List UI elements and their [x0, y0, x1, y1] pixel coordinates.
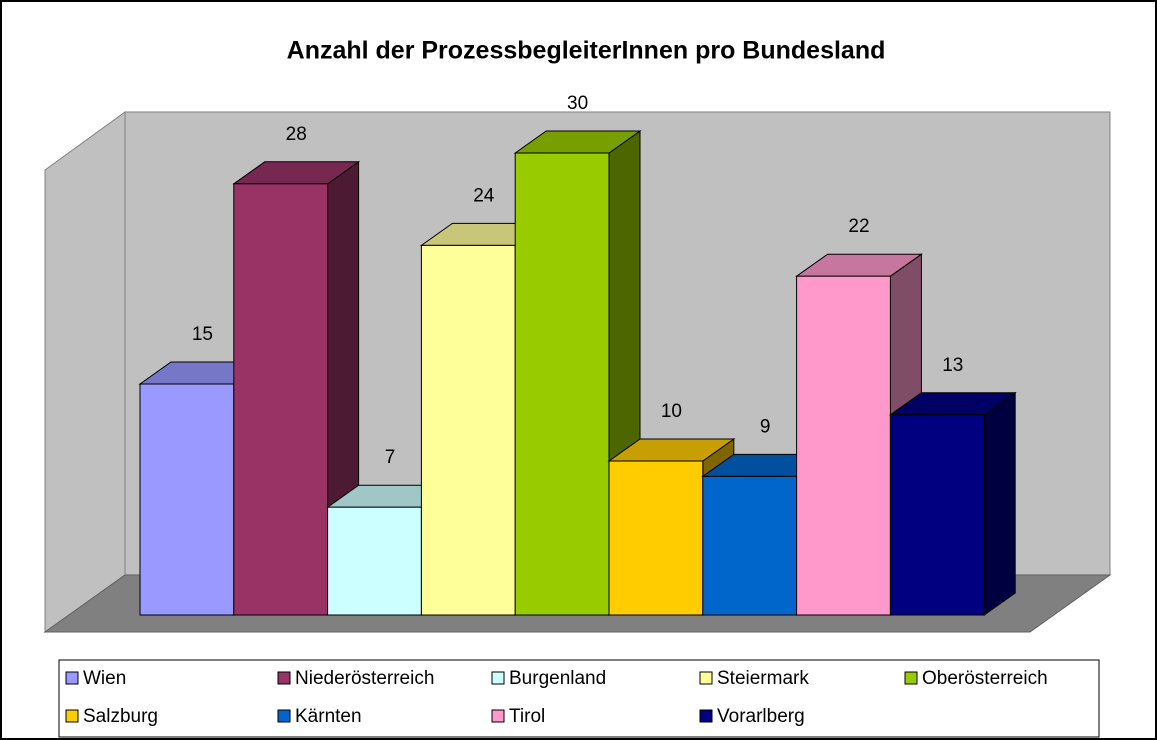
chart-title: Anzahl der ProzessbegleiterInnen pro Bun…	[287, 37, 886, 65]
bar	[139, 383, 235, 616]
legend-label: Niederösterreich	[295, 668, 434, 689]
legend-swatch	[491, 709, 505, 723]
side-wall	[44, 111, 126, 633]
legend-label: Vorarlberg	[717, 706, 805, 727]
legend	[58, 659, 1100, 738]
legend-swatch	[904, 671, 918, 685]
data-label: 15	[192, 324, 213, 345]
legend-label: Steiermark	[717, 668, 809, 689]
data-label: 22	[848, 216, 869, 237]
legend-swatch	[277, 709, 291, 723]
data-label: 10	[661, 401, 682, 422]
data-label: 28	[286, 124, 307, 145]
bar	[702, 475, 798, 616]
legend-label: Burgenland	[509, 668, 606, 689]
legend-swatch	[491, 671, 505, 685]
legend-label: Kärnten	[295, 706, 362, 727]
bar	[327, 506, 422, 616]
legend-swatch	[277, 671, 291, 685]
bar	[233, 183, 329, 616]
legend-swatch	[699, 709, 713, 723]
legend-label: Salzburg	[83, 706, 158, 727]
bar	[420, 244, 516, 616]
data-label: 7	[385, 447, 396, 468]
bar	[608, 460, 704, 616]
legend-label: Tirol	[509, 706, 545, 727]
bar	[514, 152, 610, 616]
data-label: 30	[567, 93, 588, 114]
legend-swatch	[65, 709, 79, 723]
bar	[889, 414, 985, 616]
legend-label: Oberösterreich	[922, 668, 1048, 689]
legend-label: Wien	[83, 668, 126, 689]
bar-side	[983, 391, 1016, 616]
legend-swatch	[699, 671, 713, 685]
legend-swatch	[65, 671, 79, 685]
data-label: 9	[760, 416, 771, 437]
bar	[796, 275, 891, 616]
data-label: 24	[473, 185, 495, 206]
data-label: 13	[942, 355, 963, 376]
